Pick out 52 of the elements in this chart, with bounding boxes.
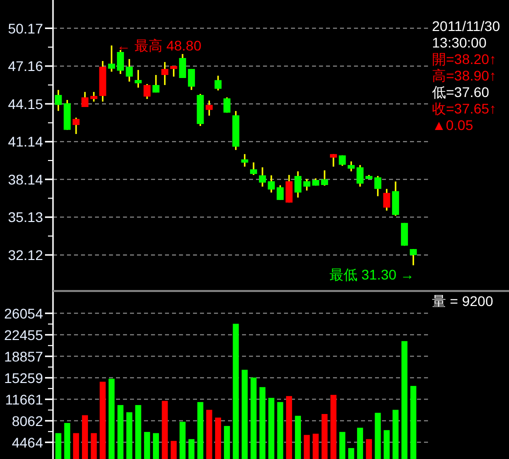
text: 收=37.65↑: [432, 100, 496, 116]
y-tick-label: 22455: [4, 326, 44, 343]
text: ▲0.05: [432, 117, 474, 133]
y-tick-label: 26054: [4, 305, 44, 322]
candlestick: [126, 58, 133, 82]
annotation: 最低 31.30 →: [329, 266, 414, 282]
y-tick-label: 35.13: [8, 209, 44, 226]
candlestick: [179, 53, 186, 79]
y-tick-label: 11661: [5, 391, 44, 408]
candlestick: [108, 44, 116, 72]
y-tick-label: 44.15: [8, 96, 44, 112]
text: 2011/11/30: [432, 18, 500, 34]
candlestick: [294, 170, 302, 198]
candlestick: [241, 153, 248, 168]
candlestick: [410, 248, 417, 266]
candlestick: [286, 174, 293, 204]
candlestick: [356, 164, 364, 188]
candlestick: [374, 175, 382, 197]
candlestick: [188, 68, 195, 91]
candlestick: [72, 116, 80, 135]
candlestick: [206, 100, 213, 116]
y-tick-label: 38.14: [8, 171, 44, 188]
y-tick-label: 18857: [4, 348, 44, 364]
text: 開=38.20↑: [432, 51, 496, 67]
y-tick-label: 4464: [12, 434, 44, 450]
candlestick: [90, 91, 98, 102]
candlestick: [81, 91, 88, 108]
candlestick: [392, 180, 400, 217]
candlestick: [134, 69, 142, 88]
candlestick: [223, 96, 230, 114]
text: 13:30:00: [432, 34, 487, 50]
candlestick: [348, 160, 355, 172]
text: 高=38.90↑: [432, 68, 496, 84]
y-tick-label: 8062: [12, 412, 44, 429]
y-tick-label: 50.17: [8, 20, 44, 36]
y-tick-label: 41.14: [8, 134, 44, 150]
candlestick: [383, 188, 390, 212]
y-tick-label: 47.16: [8, 58, 44, 74]
candlestick: [116, 49, 124, 75]
text: 量 = 9200: [432, 293, 494, 309]
annotation: ← 最高 48.80: [116, 37, 202, 54]
text: 低=37.60: [432, 84, 490, 100]
candlestick: [144, 83, 151, 100]
candlestick: [330, 153, 337, 168]
y-tick-label: 15259: [4, 370, 44, 386]
y-tick-label: 32.12: [8, 246, 44, 263]
candlestick: [258, 166, 266, 188]
candlestick: [152, 74, 160, 94]
candlestick: [214, 74, 222, 92]
candlestick: [321, 170, 328, 186]
candlestick: [250, 162, 258, 176]
candlestick: [161, 61, 168, 86]
